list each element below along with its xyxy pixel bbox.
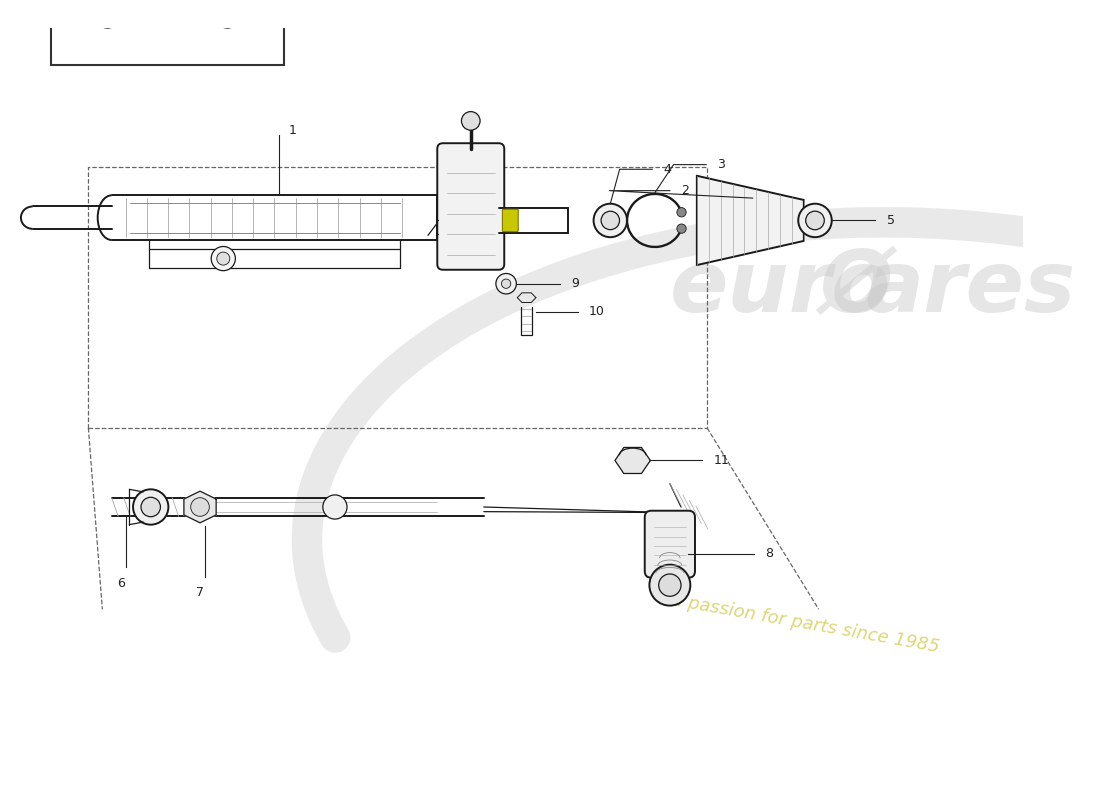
- Text: 2: 2: [681, 184, 689, 197]
- Circle shape: [601, 211, 619, 230]
- Polygon shape: [615, 447, 650, 474]
- Text: 11: 11: [714, 454, 729, 467]
- Circle shape: [190, 498, 209, 516]
- Polygon shape: [184, 491, 216, 523]
- Circle shape: [649, 565, 691, 606]
- Polygon shape: [696, 176, 804, 265]
- Circle shape: [133, 490, 168, 525]
- Circle shape: [805, 211, 824, 230]
- Text: 5: 5: [887, 214, 894, 227]
- Bar: [52, 0, 284, 65]
- FancyBboxPatch shape: [503, 210, 518, 232]
- Circle shape: [97, 6, 119, 28]
- Text: 8: 8: [764, 547, 773, 560]
- Circle shape: [502, 279, 510, 288]
- Text: 10: 10: [588, 305, 605, 318]
- Circle shape: [676, 207, 686, 217]
- Text: 6: 6: [117, 577, 125, 590]
- FancyBboxPatch shape: [438, 143, 504, 270]
- Circle shape: [221, 10, 234, 23]
- Circle shape: [462, 111, 480, 130]
- Circle shape: [217, 6, 239, 28]
- Circle shape: [101, 10, 114, 23]
- Text: 7: 7: [196, 586, 204, 599]
- Circle shape: [322, 495, 346, 519]
- Circle shape: [676, 224, 686, 234]
- Circle shape: [799, 204, 832, 237]
- Text: 4: 4: [663, 162, 671, 176]
- Text: ares: ares: [866, 247, 1076, 330]
- Text: 3: 3: [717, 158, 725, 171]
- Circle shape: [67, 0, 80, 13]
- Text: Ø: Ø: [818, 247, 892, 330]
- Circle shape: [659, 574, 681, 596]
- Text: 1: 1: [288, 124, 296, 137]
- Circle shape: [141, 498, 161, 517]
- Polygon shape: [517, 293, 536, 302]
- Text: a passion for parts since 1985: a passion for parts since 1985: [670, 591, 940, 656]
- Text: euro: euro: [670, 247, 891, 330]
- Circle shape: [594, 204, 627, 237]
- Circle shape: [211, 246, 235, 270]
- Circle shape: [496, 274, 516, 294]
- FancyBboxPatch shape: [645, 510, 695, 578]
- Circle shape: [217, 252, 230, 265]
- Text: 9: 9: [571, 278, 579, 290]
